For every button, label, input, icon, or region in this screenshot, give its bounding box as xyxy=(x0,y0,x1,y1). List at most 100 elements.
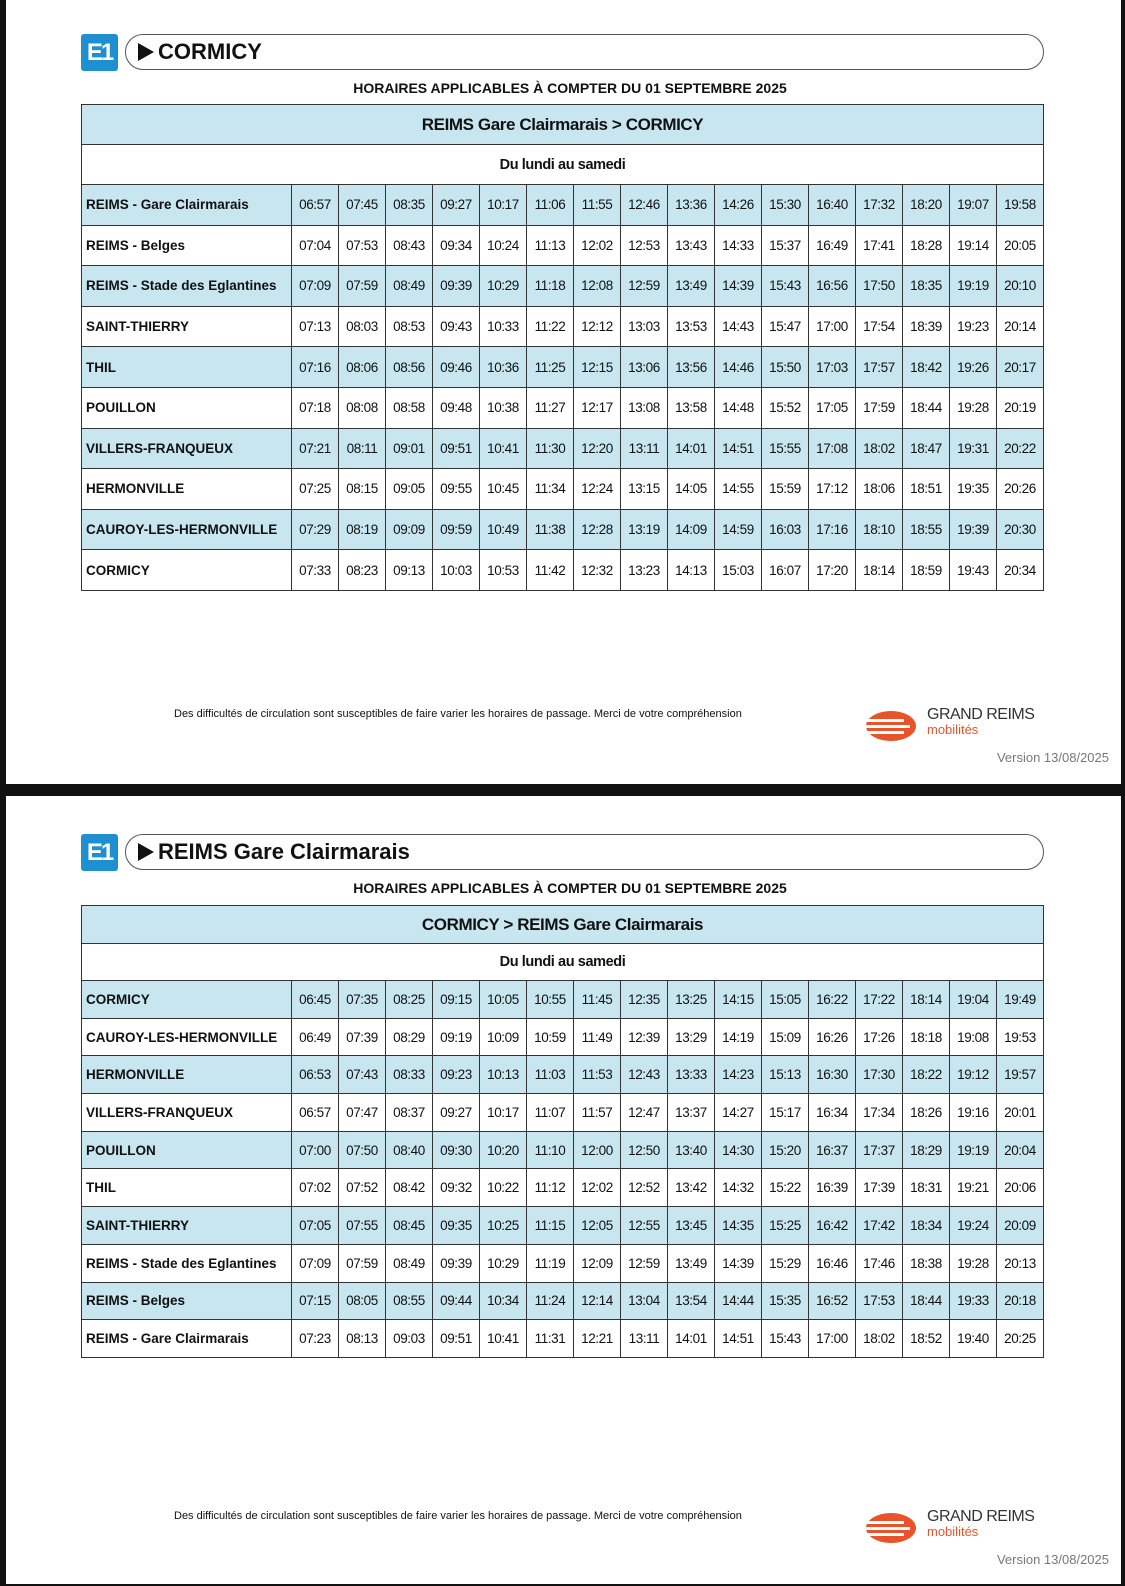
stop-name: VILLERS-FRANQUEUX xyxy=(81,427,292,470)
time: 15:47 xyxy=(761,305,809,348)
time: 17:05 xyxy=(808,386,856,429)
time: 07:55 xyxy=(338,1206,386,1245)
stop-row: CORMICY 07:33 08:23 09:13 10:03 10:53 11:42 12:… xyxy=(81,549,1044,591)
time: 09:51 xyxy=(432,427,480,470)
stop-name: REIMS - Gare Clairmarais xyxy=(81,1319,292,1358)
timetable: REIMS Gare Clairmarais > CORMICY Du lundi… xyxy=(81,104,1044,591)
time: 13:15 xyxy=(620,468,668,510)
time: 20:18 xyxy=(996,1281,1044,1321)
time: 14:46 xyxy=(714,346,762,388)
stop-row: REIMS - Gare Clairmarais 07:23 08:13 09:03 0… xyxy=(81,1319,1044,1358)
time: 19:26 xyxy=(949,346,997,388)
time: 09:48 xyxy=(432,386,480,429)
title-row: CORMICY > REIMS Gare Clairmarais xyxy=(81,905,1044,944)
destination-header: CORMICY xyxy=(125,34,1044,70)
time: 14:59 xyxy=(714,508,762,551)
time: 08:45 xyxy=(385,1206,433,1245)
time: 09:32 xyxy=(432,1168,480,1208)
stop-name: HERMONVILLE xyxy=(81,1055,292,1095)
time: 07:16 xyxy=(291,346,339,388)
page: E1 REIMS Gare Clairmarais HORAIRES APPLICA… xyxy=(6,796,1121,1584)
time: 12:20 xyxy=(573,427,621,470)
time: 14:48 xyxy=(714,386,762,429)
time: 07:29 xyxy=(291,508,339,551)
days-row: Du lundi au samedi xyxy=(81,144,1044,185)
time: 17:20 xyxy=(808,549,856,591)
days: Du lundi au samedi xyxy=(81,943,1044,981)
time: 09:46 xyxy=(432,346,480,388)
time: 15:43 xyxy=(761,1319,809,1358)
time: 11:55 xyxy=(573,184,621,226)
time: 12:17 xyxy=(573,386,621,429)
stop-name: CAUROY-LES-HERMONVILLE xyxy=(81,1017,292,1057)
time: 19:19 xyxy=(949,1130,997,1170)
time: 14:43 xyxy=(714,305,762,348)
time: 11:10 xyxy=(526,1130,574,1170)
time: 12:21 xyxy=(573,1319,621,1358)
time: 11:06 xyxy=(526,184,574,226)
logo-sub: mobilités xyxy=(927,722,979,737)
time: 09:35 xyxy=(432,1206,480,1245)
time: 12:09 xyxy=(573,1243,621,1283)
time: 14:13 xyxy=(667,549,715,591)
stop-row: REIMS - Stade des Eglantines 07:09 07:59 08… xyxy=(81,1243,1044,1283)
time: 07:21 xyxy=(291,427,339,470)
time: 09:39 xyxy=(432,1243,480,1283)
time: 19:28 xyxy=(949,386,997,429)
time: 08:49 xyxy=(385,1243,433,1283)
stop-name: CORMICY xyxy=(81,980,292,1019)
time: 10:38 xyxy=(479,386,527,429)
time: 11:07 xyxy=(526,1093,574,1132)
time: 09:44 xyxy=(432,1281,480,1321)
time: 20:06 xyxy=(996,1168,1044,1208)
time: 15:59 xyxy=(761,468,809,510)
time: 18:34 xyxy=(902,1206,950,1245)
time: 15:17 xyxy=(761,1093,809,1132)
time: 14:23 xyxy=(714,1055,762,1095)
time: 10:45 xyxy=(479,468,527,510)
time: 17:16 xyxy=(808,508,856,551)
time: 14:09 xyxy=(667,508,715,551)
time: 19:43 xyxy=(949,549,997,591)
time: 13:56 xyxy=(667,346,715,388)
stop-name: THIL xyxy=(81,1168,292,1208)
time: 13:03 xyxy=(620,305,668,348)
time: 20:13 xyxy=(996,1243,1044,1283)
stop-row: POUILLON 07:00 07:50 08:40 09:30 10:20 11:10 12… xyxy=(81,1130,1044,1170)
time: 19:40 xyxy=(949,1319,997,1358)
time: 07:52 xyxy=(338,1168,386,1208)
time: 14:39 xyxy=(714,265,762,307)
time: 14:55 xyxy=(714,468,762,510)
time: 08:19 xyxy=(338,508,386,551)
time: 09:03 xyxy=(385,1319,433,1358)
time: 10:29 xyxy=(479,265,527,307)
time: 08:40 xyxy=(385,1130,433,1170)
time: 08:03 xyxy=(338,305,386,348)
notice: Des difficultés de circulation sont susc… xyxy=(174,1510,742,1522)
page: E1 CORMICY HORAIRES APPLICABLES À COMPTER … xyxy=(6,0,1121,784)
time: 19:07 xyxy=(949,184,997,226)
time: 17:57 xyxy=(855,346,903,388)
time: 07:59 xyxy=(338,1243,386,1283)
time: 19:19 xyxy=(949,265,997,307)
time: 12:32 xyxy=(573,549,621,591)
stop-name: REIMS - Belges xyxy=(81,1281,292,1321)
time: 13:49 xyxy=(667,265,715,307)
time: 13:11 xyxy=(620,1319,668,1358)
time: 07:47 xyxy=(338,1093,386,1132)
time: 15:05 xyxy=(761,980,809,1019)
time: 12:53 xyxy=(620,224,668,267)
timetable: CORMICY > REIMS Gare Clairmarais Du lundi… xyxy=(81,905,1044,1358)
time: 11:57 xyxy=(573,1093,621,1132)
time: 13:45 xyxy=(667,1206,715,1245)
time: 19:58 xyxy=(996,184,1044,226)
time: 09:09 xyxy=(385,508,433,551)
time: 18:20 xyxy=(902,184,950,226)
time: 18:28 xyxy=(902,224,950,267)
time: 17:41 xyxy=(855,224,903,267)
stop-row: REIMS - Stade des Eglantines 07:09 07:59 08… xyxy=(81,265,1044,307)
time: 08:42 xyxy=(385,1168,433,1208)
time: 06:45 xyxy=(291,980,339,1019)
time: 13:54 xyxy=(667,1281,715,1321)
time: 20:26 xyxy=(996,468,1044,510)
